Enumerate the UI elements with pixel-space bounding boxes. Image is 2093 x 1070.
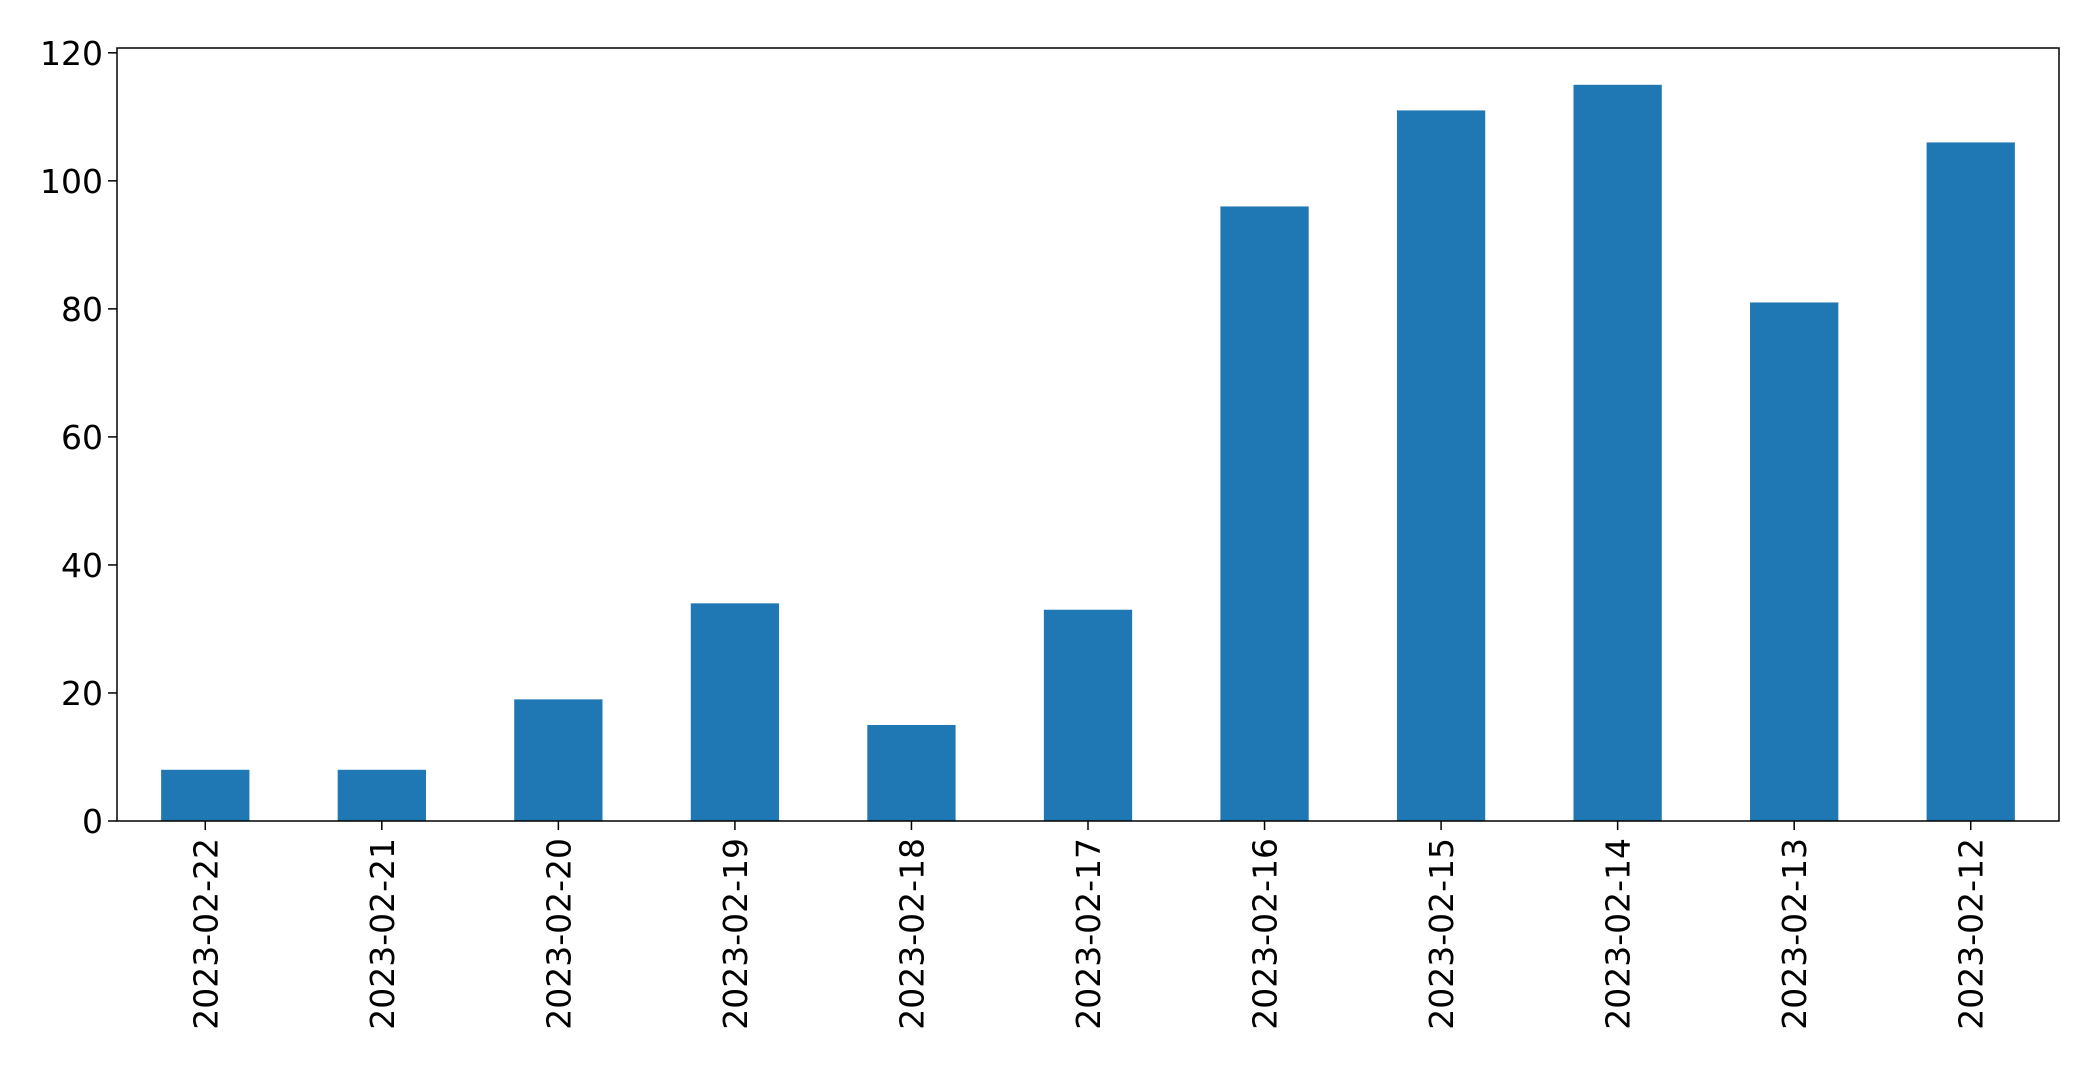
x-tick-label: 2023-02-18 [892,838,931,1030]
x-tick-label: 2023-02-16 [1246,838,1285,1030]
x-tick-label: 2023-02-22 [186,838,225,1030]
bar-2023-02-19 [690,603,780,821]
bar-2023-02-17 [1043,609,1133,821]
y-tick-label: 0 [82,802,103,841]
x-tick-label: 2023-02-20 [539,838,578,1030]
bar-2023-02-15 [1396,110,1486,822]
bar-2023-02-22 [161,769,250,821]
y-tick-label: 20 [61,674,103,713]
y-tick-label: 80 [61,290,103,329]
x-tick-label: 2023-02-13 [1775,838,1814,1030]
x-tick-label: 2023-02-19 [716,838,755,1030]
bar-2023-02-12 [1926,142,2015,821]
y-axis: 0 20 40 60 80 100 120 [40,34,117,841]
bar-2023-02-20 [514,699,603,821]
x-tick-label: 2023-02-15 [1422,838,1461,1030]
y-tick-label: 100 [40,162,103,201]
x-tick-label: 2023-02-21 [363,838,402,1030]
x-tick-label: 2023-02-14 [1599,838,1638,1030]
x-tick-label: 2023-02-17 [1069,838,1108,1030]
bar-2023-02-13 [1750,302,1839,822]
x-axis: 2023-02-22 2023-02-21 2023-02-20 2023-02-19… [186,821,1991,1030]
y-tick-label: 120 [40,34,103,73]
bar-2023-02-18 [867,724,956,821]
bar-2023-02-14 [1573,84,1662,822]
plot-frame [116,47,2060,822]
x-tick-label: 2023-02-12 [1952,838,1991,1030]
bar-2023-02-21 [337,769,426,821]
bars-group [161,84,2015,822]
y-tick-label: 60 [61,418,103,457]
y-tick-label: 40 [61,546,103,585]
bar-2023-02-16 [1220,206,1309,822]
